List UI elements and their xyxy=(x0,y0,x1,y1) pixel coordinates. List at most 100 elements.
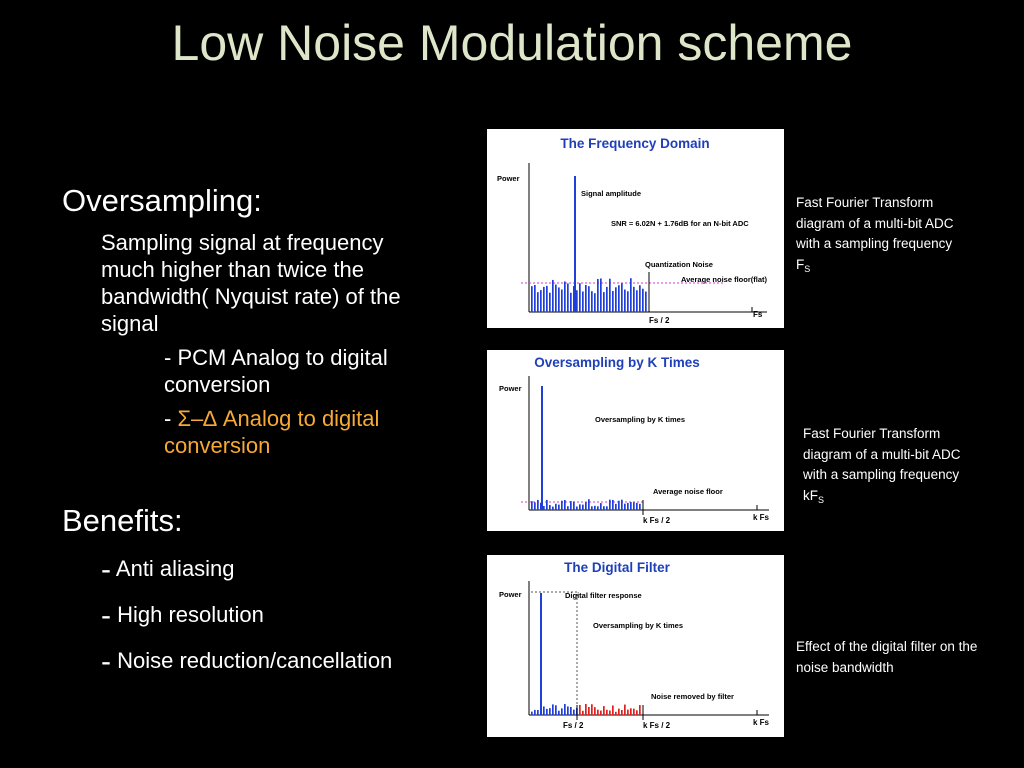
noise-bar xyxy=(573,709,575,715)
noise-bar xyxy=(561,289,563,312)
noise-bar xyxy=(567,506,569,510)
noise-floor-label: Average noise floor xyxy=(653,487,723,496)
noise-bar xyxy=(558,710,560,715)
noise-bar xyxy=(567,283,569,312)
noise-bar xyxy=(624,503,626,510)
noise-bar xyxy=(576,506,578,510)
noise-bar xyxy=(570,501,572,510)
noise-bar xyxy=(558,504,560,510)
noise-bar xyxy=(633,286,635,312)
noise-bar xyxy=(579,704,581,715)
noise-bar xyxy=(621,283,623,312)
noise-bar xyxy=(588,499,590,510)
sd-line2: conversion xyxy=(164,433,271,458)
caption-sub: S xyxy=(818,494,825,505)
noise-bar xyxy=(591,704,593,715)
noise-bar xyxy=(546,285,548,312)
noise-bar xyxy=(621,499,623,510)
noise-bar xyxy=(582,710,584,715)
noise-bar xyxy=(573,501,575,510)
noise-bar xyxy=(612,499,614,510)
noise-bar xyxy=(612,290,614,312)
panel-title: The Digital Filter xyxy=(564,560,671,575)
pcm-line: - PCM Analog to digital xyxy=(164,345,388,370)
noise-bar xyxy=(609,710,611,715)
caption-2: Fast Fourier Transform diagram of a mult… xyxy=(803,424,961,510)
noise-bar xyxy=(618,285,620,312)
noise-bar xyxy=(615,503,617,510)
noise-bar xyxy=(531,711,533,715)
noise-bar xyxy=(582,291,584,312)
noise-bar xyxy=(606,506,608,510)
noise-bar xyxy=(564,704,566,715)
noise-bar xyxy=(537,292,539,312)
bullet-dash: - xyxy=(101,553,111,586)
noise-bar xyxy=(570,292,572,312)
noise-bar xyxy=(552,279,554,312)
noise-bar xyxy=(618,708,620,715)
noise-bar xyxy=(534,285,536,312)
noise-bar xyxy=(618,500,620,510)
noise-bar xyxy=(639,285,641,312)
noise-bars xyxy=(531,499,641,510)
noise-bar xyxy=(555,503,557,510)
panel-title: Oversampling by K Times xyxy=(534,355,700,370)
oversampling-label: Oversampling by K times xyxy=(595,415,685,424)
noise-bar xyxy=(540,290,542,312)
caption-line: diagram of a multi-bit ADC xyxy=(803,446,961,462)
noise-bar xyxy=(585,704,587,715)
digital-filter-svg: The Digital Filter Power Digital filter … xyxy=(499,560,770,730)
pcm-line: conversion xyxy=(164,372,271,397)
noise-bar xyxy=(597,278,599,312)
x-label-kfs: k Fs xyxy=(753,513,770,522)
benefit-item: - Anti aliasing xyxy=(101,553,235,586)
caption-1: Fast Fourier Transform diagram of a mult… xyxy=(796,193,954,279)
oversampling-diagram: Oversampling by K Times Power Oversampli… xyxy=(487,350,784,531)
digital-filter-diagram: The Digital Filter Power Digital filter … xyxy=(487,555,784,737)
noise-bar xyxy=(603,506,605,510)
noise-bar xyxy=(636,502,638,510)
caption-line: Effect of the digital filter on the xyxy=(796,639,978,654)
noise-bar xyxy=(624,289,626,312)
signal-bar xyxy=(541,386,543,510)
noise-bar xyxy=(594,293,596,312)
caption-sub: S xyxy=(804,263,811,274)
x-label-fs2: Fs / 2 xyxy=(563,721,584,730)
noise-bar xyxy=(603,706,605,715)
noise-bar xyxy=(570,707,572,715)
noise-bar xyxy=(633,502,635,510)
caption-line: diagram of a multi-bit ADC xyxy=(796,215,954,231)
caption-line: with a sampling frequency xyxy=(803,467,960,482)
noise-bar xyxy=(549,708,551,715)
x-label-fs: Fs xyxy=(753,310,763,319)
noise-bar xyxy=(630,502,632,510)
benefit-text: Noise reduction/cancellation xyxy=(117,648,393,673)
sd-prefix: - xyxy=(164,406,178,431)
noise-bar xyxy=(561,708,563,715)
panel-title: The Frequency Domain xyxy=(560,136,709,151)
noise-bar xyxy=(591,506,593,510)
sigma-delta-symbol: Σ–∆ xyxy=(177,406,217,431)
desc-line: Sampling signal at frequency xyxy=(101,230,384,255)
noise-floor-label: Average noise floor(flat) xyxy=(681,275,767,284)
noise-bar xyxy=(594,505,596,510)
noise-bar xyxy=(609,499,611,510)
noise-bar xyxy=(549,504,551,510)
noise-bar xyxy=(591,291,593,312)
bullet-dash: - xyxy=(101,599,111,632)
sigma-delta-item: - Σ–∆ Analog to digital conversion xyxy=(164,405,379,459)
caption-line: Fast Fourier Transform xyxy=(796,195,934,210)
noise-bar xyxy=(636,710,638,715)
noise-bar xyxy=(594,707,596,715)
noise-bar xyxy=(552,506,554,510)
noise-removed-label: Noise removed by filter xyxy=(651,692,734,701)
pcm-item: - PCM Analog to digital conversion xyxy=(164,344,388,398)
noise-bar xyxy=(555,284,557,312)
snr-label: SNR = 6.02N + 1.76dB for an N-bit ADC xyxy=(611,219,749,228)
noise-bar xyxy=(537,709,539,715)
signal-bar xyxy=(540,593,542,715)
x-label-kfs: k Fs xyxy=(753,718,770,727)
benefits-heading: Benefits: xyxy=(62,503,183,538)
oversampling-description: Sampling signal at frequency much higher… xyxy=(101,229,401,337)
noise-bar xyxy=(627,502,629,510)
